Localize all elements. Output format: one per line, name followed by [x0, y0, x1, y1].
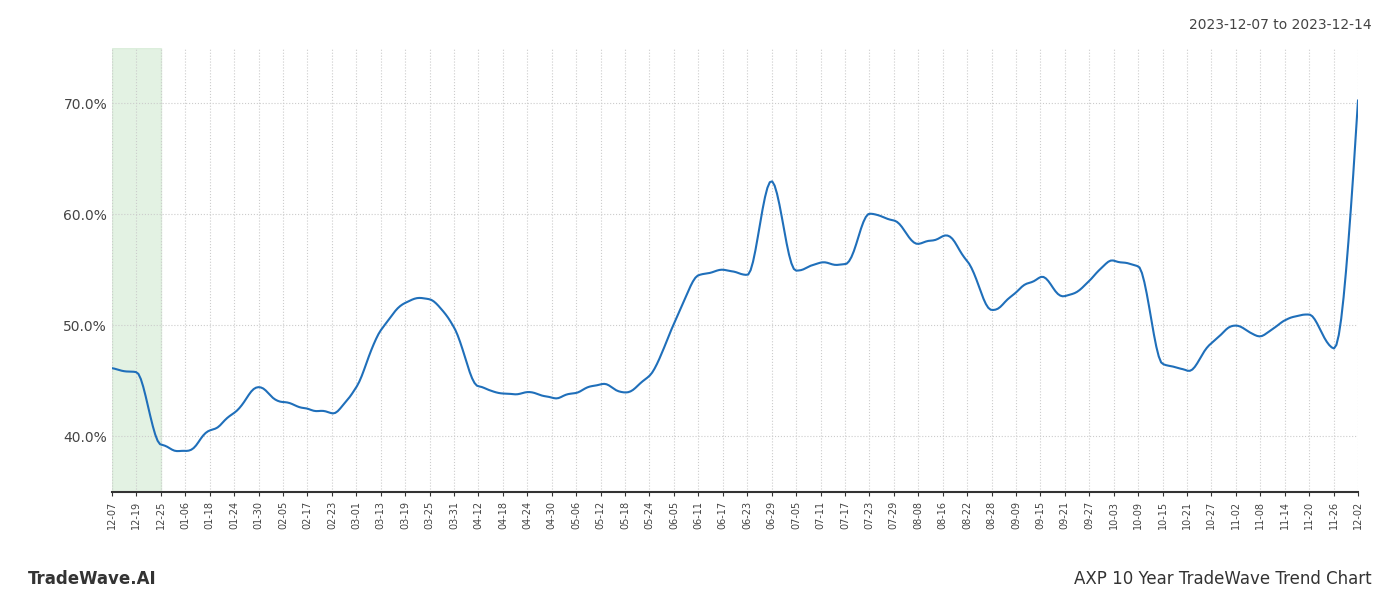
Text: 2023-12-07 to 2023-12-14: 2023-12-07 to 2023-12-14	[1190, 18, 1372, 32]
Text: TradeWave.AI: TradeWave.AI	[28, 570, 157, 588]
Bar	[112, 48, 161, 492]
Text: AXP 10 Year TradeWave Trend Chart: AXP 10 Year TradeWave Trend Chart	[1074, 570, 1372, 588]
